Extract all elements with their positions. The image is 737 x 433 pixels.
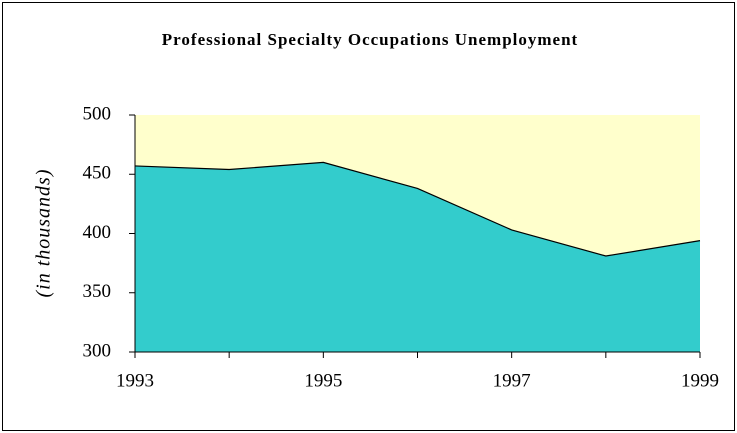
x-tick-label: 1999	[681, 370, 719, 391]
y-tick-label: 500	[83, 103, 112, 124]
chart-title: Professional Specialty Occupations Unemp…	[162, 30, 578, 49]
area	[135, 162, 700, 352]
y-tick-label: 300	[83, 340, 112, 361]
x-tick-label: 1995	[304, 370, 342, 391]
y-tick-label: 450	[83, 163, 112, 184]
x-tick-label: 1993	[116, 370, 154, 391]
area-line	[134, 161, 701, 257]
y-tick-label: 400	[83, 222, 112, 243]
y-axis-label: (in thousands)	[33, 169, 55, 298]
y-tick-label: 350	[83, 281, 112, 302]
x-tick-label: 1997	[493, 370, 531, 391]
